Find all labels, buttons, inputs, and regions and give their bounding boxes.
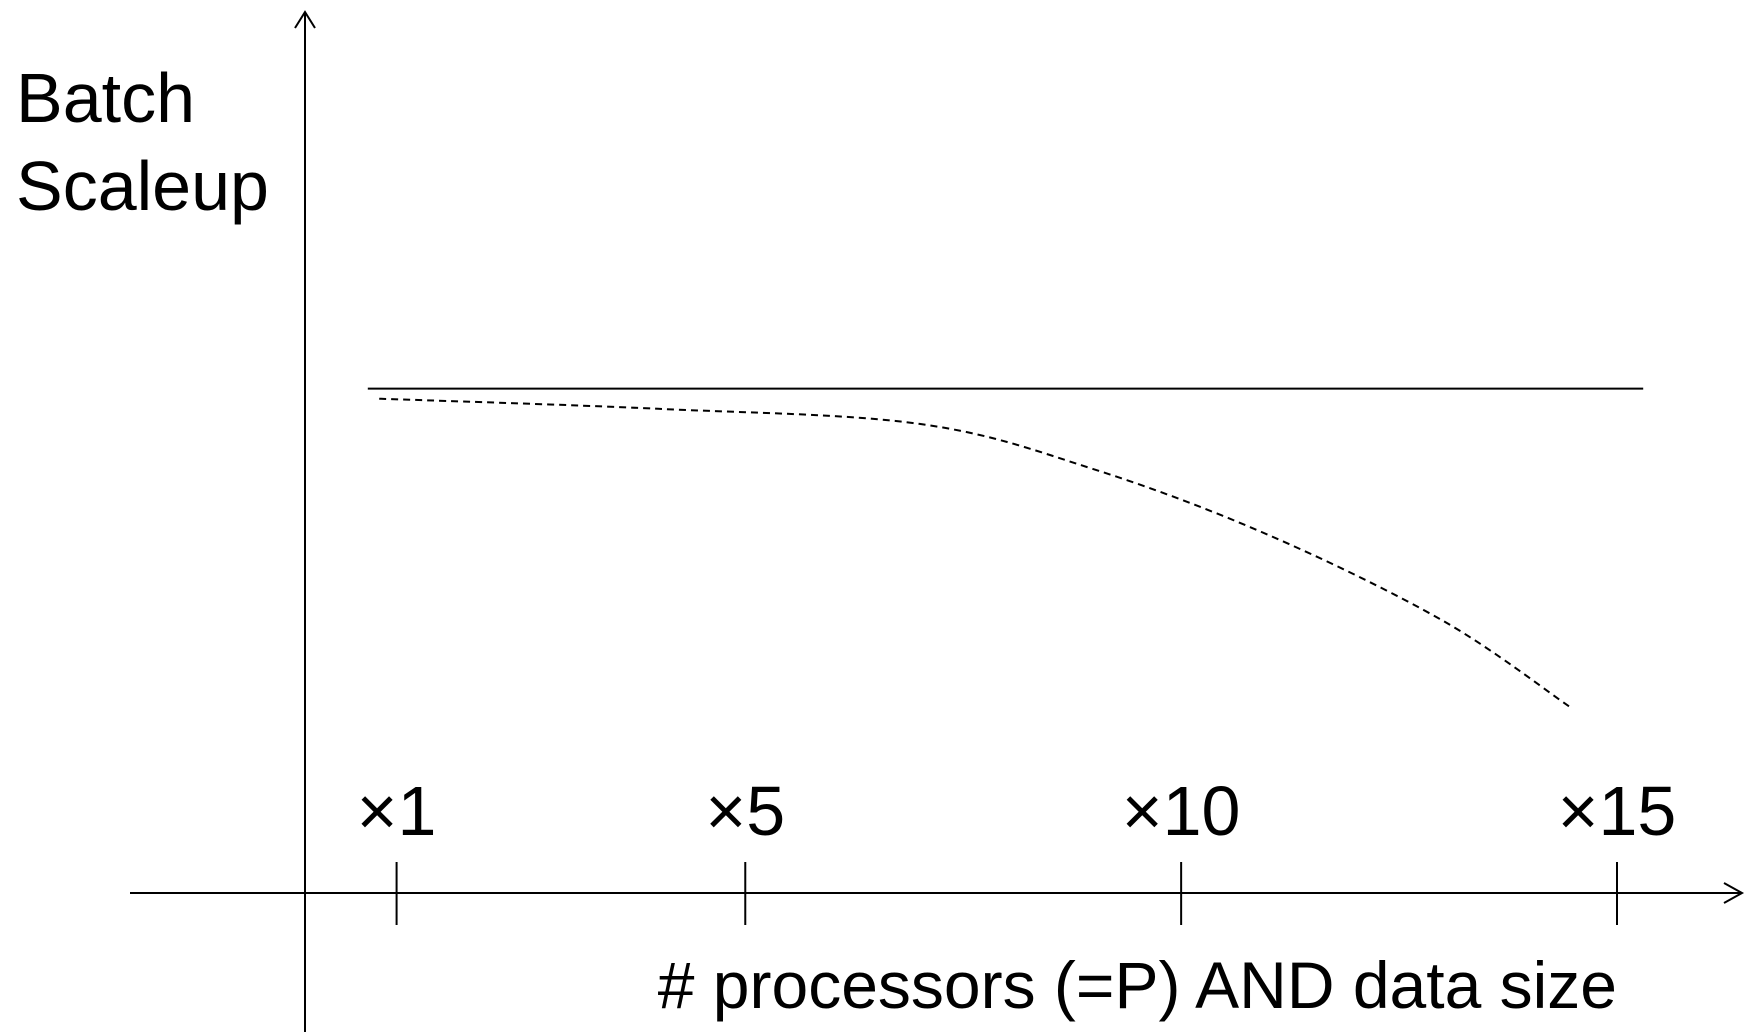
y-axis-label-line-2: Scaleup (16, 147, 269, 225)
x-axis-ticks: ×1 ×5 ×10 ×15 (357, 772, 1677, 925)
x-tick-label: ×5 (705, 772, 785, 850)
x-tick-label: ×10 (1122, 772, 1241, 850)
y-axis-label: Batch Scaleup (16, 59, 269, 225)
actual-scaleup-line (379, 397, 1570, 708)
y-axis-arrowhead (294, 10, 316, 29)
series-group (367, 387, 1644, 708)
x-tick-label: ×15 (1558, 772, 1677, 850)
x-axis-arrowhead (1723, 882, 1745, 904)
x-tick-label: ×1 (357, 772, 437, 850)
y-axis-label-line-1: Batch (16, 59, 195, 137)
x-axis-label: # processors (=P) AND data size (658, 948, 1617, 1022)
